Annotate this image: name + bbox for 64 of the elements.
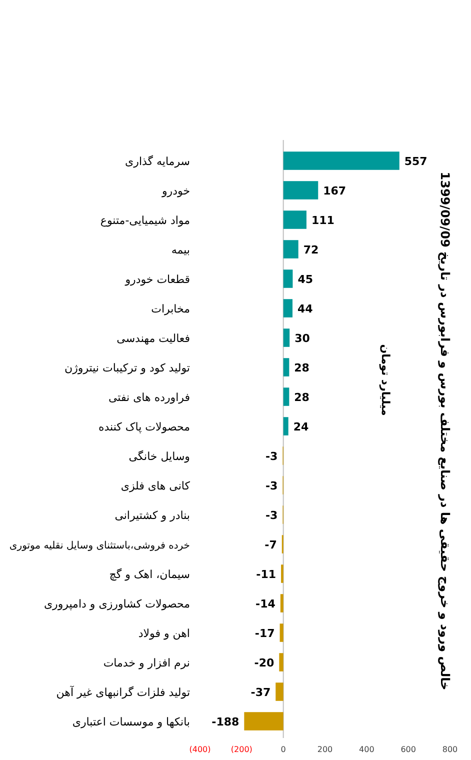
y-tick-label: سرمایه گذاری bbox=[125, 154, 190, 168]
data-label: 28 bbox=[294, 361, 310, 374]
bar bbox=[244, 712, 284, 730]
y-tick-label: خرده فروشی،باستثنای وسایل نقلیه موتوری bbox=[9, 540, 190, 552]
x-tick-label: 800 bbox=[442, 745, 458, 754]
data-label: 557 bbox=[404, 154, 428, 168]
bar bbox=[283, 270, 293, 288]
bar bbox=[283, 210, 306, 229]
bar bbox=[280, 594, 284, 612]
data-label: -11 bbox=[256, 568, 276, 581]
data-label: 28 bbox=[294, 390, 310, 404]
bar bbox=[283, 328, 290, 347]
bar bbox=[283, 417, 288, 436]
y-tick-label: اهن و فولاد bbox=[138, 626, 190, 640]
data-label: 72 bbox=[303, 243, 319, 256]
y-tick-label: نرم افزار و خدمات bbox=[103, 656, 190, 670]
x-tick-label: 600 bbox=[400, 745, 416, 754]
x-tick-label: (200) bbox=[230, 745, 252, 754]
data-label: -20 bbox=[254, 656, 275, 670]
y-tick-label: بنادر و کشتیرانی bbox=[114, 508, 190, 522]
data-label: -7 bbox=[264, 538, 277, 552]
data-label: 167 bbox=[323, 184, 346, 198]
data-label: 30 bbox=[294, 332, 310, 345]
data-label: -3 bbox=[265, 508, 278, 522]
y-tick-label: تولید کود و ترکیبات نیتروژن bbox=[64, 361, 190, 374]
y-tick-label: فعالیت مهندسی bbox=[116, 332, 190, 345]
bar bbox=[276, 682, 284, 701]
bar bbox=[280, 624, 284, 642]
bar bbox=[283, 388, 290, 406]
data-label: -3 bbox=[265, 450, 278, 463]
y-tick-label: کانی های فلزی bbox=[120, 479, 191, 492]
text: خالص ورود و خروج حقیقی ها در صنایع مختلف بورس و فرابورس در تاریخ 1399/09/09 bbox=[438, 172, 452, 690]
annotation: میلیارد تومان bbox=[379, 344, 392, 416]
bar bbox=[283, 358, 290, 376]
x-tick-label: (400) bbox=[189, 745, 211, 754]
data-label: 111 bbox=[311, 214, 334, 227]
bar bbox=[279, 653, 284, 672]
data-label: -3 bbox=[265, 479, 278, 492]
data-label: -14 bbox=[256, 597, 276, 610]
y-tick-label: محصولات پاک کننده bbox=[98, 420, 190, 434]
bar bbox=[283, 181, 318, 200]
y-tick-label: بانکها و موسسات اعتباری bbox=[72, 715, 190, 728]
data-label: -37 bbox=[250, 686, 271, 699]
y-tick-label: فراورده های نفتی bbox=[108, 390, 190, 404]
x-tick-label: 0 bbox=[280, 745, 286, 754]
bar bbox=[283, 240, 298, 258]
y-tick-label: مواد شیمیایی-متنوع bbox=[100, 214, 190, 227]
y-tick-label: محصولات کشاورزی و دامپروری bbox=[44, 597, 190, 610]
data-label: 45 bbox=[298, 272, 314, 286]
y-tick-label: بیمه bbox=[171, 243, 190, 256]
bar bbox=[283, 152, 400, 170]
data-label: 24 bbox=[293, 420, 309, 434]
bar bbox=[283, 299, 292, 318]
y-tick-label: قطعات خودرو bbox=[124, 272, 190, 286]
y-tick-label: خودرو bbox=[160, 184, 190, 198]
y-tick-label: وسایل خانگی bbox=[128, 450, 190, 463]
y-tick-label: سیمان، اهک و گچ bbox=[109, 568, 190, 581]
data-label: 44 bbox=[298, 302, 314, 316]
x-tick-label: 200 bbox=[317, 745, 333, 754]
y-tick-label: مخابرات bbox=[151, 302, 190, 316]
data-label: -188 bbox=[212, 715, 240, 728]
data-label: -17 bbox=[254, 626, 275, 640]
y-tick-label: تولید فلزات گرانبهای غیر آهن bbox=[56, 684, 190, 699]
x-tick-label: 400 bbox=[359, 745, 374, 754]
